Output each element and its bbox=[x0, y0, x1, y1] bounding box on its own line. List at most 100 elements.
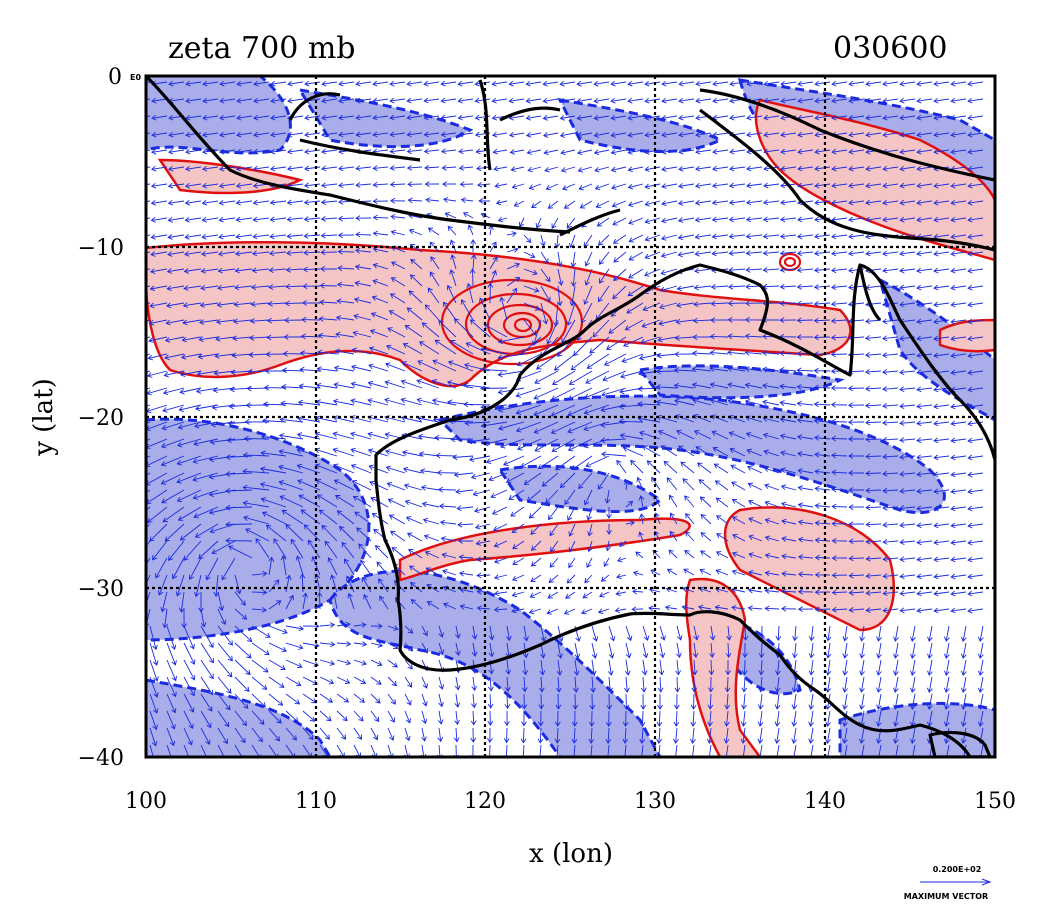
wind-vector bbox=[198, 336, 219, 343]
wind-vector bbox=[899, 216, 916, 223]
wind-vector bbox=[882, 352, 899, 359]
wind-vector bbox=[336, 640, 352, 647]
wind-vector bbox=[927, 659, 933, 676]
wind-vector bbox=[362, 576, 372, 593]
wind-vector bbox=[796, 367, 814, 374]
wind-vector bbox=[557, 625, 564, 643]
wind-vector bbox=[569, 234, 576, 249]
wind-vector bbox=[287, 148, 304, 155]
wind-vector bbox=[559, 97, 576, 104]
wind-vector bbox=[370, 727, 379, 741]
wind-vector bbox=[560, 149, 576, 156]
wind-vector bbox=[570, 251, 577, 268]
wind-vector bbox=[950, 267, 967, 274]
wind-vector bbox=[533, 387, 559, 400]
wind-vector bbox=[748, 534, 763, 542]
wind-vector bbox=[540, 302, 549, 325]
wind-vector bbox=[622, 710, 629, 727]
wind-vector bbox=[628, 251, 644, 261]
wind-vector bbox=[814, 451, 831, 458]
wind-vector bbox=[303, 199, 321, 206]
wind-vector bbox=[253, 80, 270, 87]
wind-vector bbox=[157, 574, 168, 596]
wind-vector bbox=[178, 591, 185, 613]
wind-vector bbox=[619, 432, 644, 440]
wind-vector bbox=[430, 256, 440, 270]
wind-vector bbox=[526, 489, 542, 502]
wind-vector bbox=[424, 181, 440, 187]
wind-vector bbox=[695, 148, 712, 155]
wind-vector bbox=[198, 592, 204, 613]
wind-vector bbox=[197, 353, 219, 360]
wind-vector bbox=[355, 165, 372, 172]
max-vector-arrowhead bbox=[981, 878, 992, 886]
wind-vector bbox=[712, 447, 729, 457]
wind-vector bbox=[758, 659, 765, 676]
wind-vector bbox=[176, 455, 202, 466]
wind-vector bbox=[977, 710, 984, 728]
wind-vector bbox=[251, 267, 270, 274]
wind-vector bbox=[831, 182, 848, 189]
wind-vector bbox=[387, 693, 396, 705]
wind-vector bbox=[353, 676, 367, 685]
wind-vector bbox=[612, 285, 627, 300]
wind-vector bbox=[406, 532, 423, 542]
wind-vector bbox=[627, 132, 644, 138]
wind-vector bbox=[620, 370, 644, 379]
wind-vector bbox=[624, 659, 631, 676]
wind-vector bbox=[253, 114, 270, 121]
wind-vector bbox=[831, 199, 848, 206]
wind-vector bbox=[479, 297, 491, 321]
wind-vector bbox=[761, 350, 780, 356]
wind-vector bbox=[523, 234, 532, 244]
wind-vector bbox=[639, 710, 646, 727]
wind-vector bbox=[746, 182, 763, 189]
wind-vector bbox=[842, 676, 848, 693]
wind-vector bbox=[571, 779, 576, 794]
wind-vector bbox=[933, 199, 950, 206]
wind-vector bbox=[967, 539, 984, 546]
wind-vector bbox=[899, 301, 916, 308]
wind-vector bbox=[831, 216, 848, 223]
wind-vector bbox=[510, 506, 525, 517]
wind-vector bbox=[848, 538, 865, 545]
wind-vector bbox=[899, 131, 916, 138]
wind-vector bbox=[350, 447, 372, 457]
wind-vector bbox=[432, 359, 457, 372]
wind-vector bbox=[927, 642, 933, 659]
wind-vector bbox=[613, 251, 627, 263]
wind-vector bbox=[831, 469, 848, 476]
wind-vector bbox=[355, 97, 372, 104]
wind-vector bbox=[882, 403, 899, 409]
wind-vector bbox=[876, 779, 881, 794]
wind-vector bbox=[711, 430, 729, 440]
wind-vector bbox=[882, 504, 899, 511]
wind-vector bbox=[678, 80, 695, 87]
wind-vector bbox=[814, 233, 831, 240]
wind-vector bbox=[744, 398, 763, 406]
wind-vector bbox=[882, 97, 899, 104]
wind-vector bbox=[261, 434, 287, 440]
wind-vector bbox=[916, 539, 933, 546]
wind-vector bbox=[285, 710, 299, 723]
wind-vector bbox=[225, 454, 253, 460]
wind-vector bbox=[358, 543, 372, 559]
wind-vector bbox=[370, 659, 383, 667]
wind-vector bbox=[640, 676, 647, 693]
wind-vector bbox=[285, 676, 302, 687]
wind-vector bbox=[242, 500, 270, 508]
wind-vector bbox=[796, 233, 814, 240]
wind-vector bbox=[950, 539, 967, 546]
wind-vector bbox=[452, 454, 474, 461]
wind-vector bbox=[201, 165, 219, 172]
wind-vector bbox=[273, 538, 287, 559]
wind-vector bbox=[661, 131, 678, 138]
wind-vector bbox=[402, 466, 423, 474]
wind-vector bbox=[183, 540, 202, 561]
wind-vector bbox=[644, 131, 661, 138]
wind-vector bbox=[183, 727, 193, 746]
wind-vector bbox=[416, 378, 440, 389]
wind-vector bbox=[531, 200, 542, 209]
wind-vector bbox=[404, 693, 412, 706]
wind-vector bbox=[321, 524, 338, 542]
